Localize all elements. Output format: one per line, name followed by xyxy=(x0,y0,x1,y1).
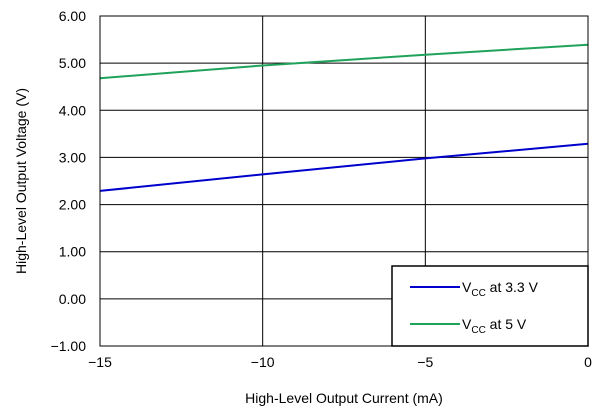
y-tick-label: 1.00 xyxy=(59,244,86,260)
legend-entry-rest: at 5 V xyxy=(486,316,527,332)
y-tick-label: 6.00 xyxy=(59,8,86,24)
y-tick-label: 4.00 xyxy=(59,102,86,118)
legend-box xyxy=(391,265,589,347)
legend: VCC at 3.3 V VCC at 5 V xyxy=(391,265,589,347)
y-tick-label: 2.00 xyxy=(59,197,86,213)
x-tick-label: −5 xyxy=(417,354,433,370)
grid xyxy=(100,16,588,346)
legend-entry-subscript: CC xyxy=(471,325,485,336)
legend-entry-subscript: CC xyxy=(471,288,485,299)
x-tick-label: 0 xyxy=(584,354,592,370)
legend-entry-main: V xyxy=(462,316,472,332)
x-tick-label: −15 xyxy=(88,354,112,370)
series-line-vcc-5v xyxy=(99,43,589,80)
y-tick-label: 5.00 xyxy=(59,55,86,71)
y-tick-label: 3.00 xyxy=(59,149,86,165)
y-tick-label: −1.00 xyxy=(51,338,87,354)
x-tick-label: −10 xyxy=(251,354,275,370)
x-axis-title: High-Level Output Current (mA) xyxy=(245,390,443,406)
series-line-vcc-3v3 xyxy=(99,142,589,192)
y-axis-title: High-Level Output Voltage (V) xyxy=(13,88,29,274)
tick-labels: −15 −10 −5 0 −1.00 0.00 1.00 2.00 3.00 4.00 5.00 6.… xyxy=(51,8,593,370)
plot-frame xyxy=(99,15,589,347)
y-tick-label: 0.00 xyxy=(59,291,86,307)
legend-entry-vcc-3v3: VCC at 3.3 V xyxy=(462,279,539,299)
legend-entry-vcc-5v: VCC at 5 V xyxy=(462,316,527,336)
series-layer xyxy=(99,43,589,192)
legend-entry-main: V xyxy=(462,279,472,295)
legend-entry-rest: at 3.3 V xyxy=(486,279,539,295)
